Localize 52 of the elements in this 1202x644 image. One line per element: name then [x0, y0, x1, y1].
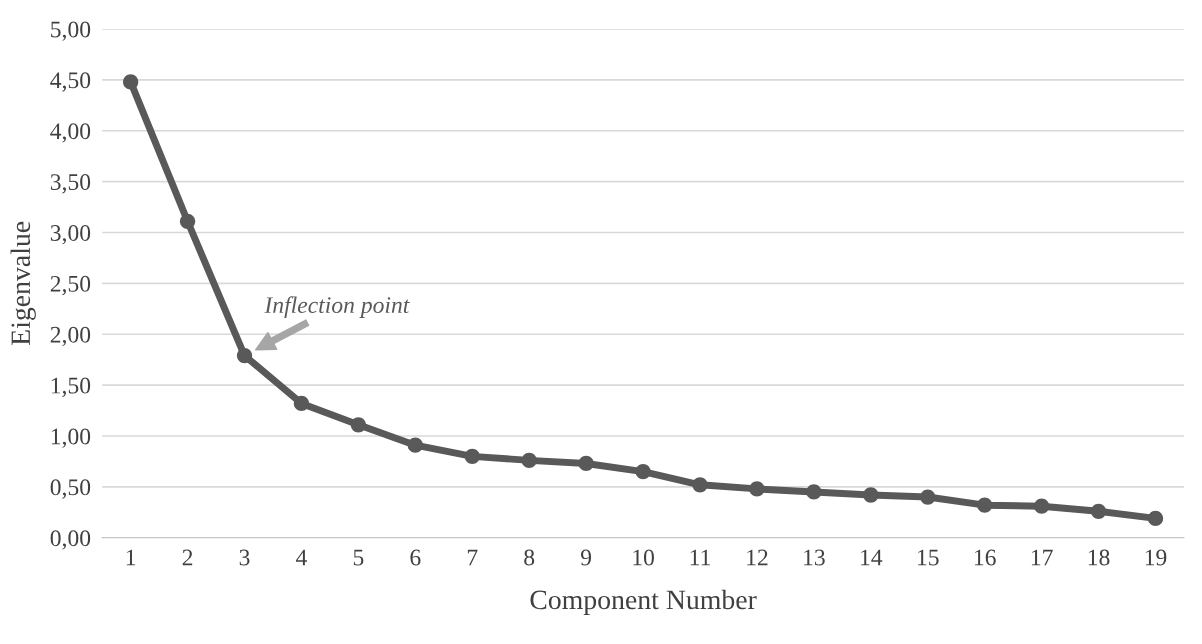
- x-tick-label: 6: [410, 549, 421, 566]
- x-tick-label: 9: [580, 549, 592, 566]
- point: [293, 395, 310, 412]
- point: [920, 489, 936, 505]
- x-tick-label: 5: [353, 549, 364, 566]
- x-tick-label: 18: [1088, 549, 1110, 566]
- x-tick-label: 11: [690, 549, 710, 566]
- x-tick-label: 13: [804, 549, 825, 566]
- x-tick-label: 1: [126, 549, 136, 566]
- y-tick-label: 3,50: [50, 174, 91, 194]
- point: [407, 437, 423, 453]
- point: [123, 74, 139, 90]
- annotation: Inflection point: [264, 296, 410, 318]
- y-tick-label: 5,00: [51, 21, 91, 41]
- y-tick-label: 3,00: [50, 224, 91, 245]
- x-tick-label: 8: [524, 549, 535, 566]
- point: [806, 484, 822, 500]
- point: [1090, 503, 1107, 519]
- point: [578, 455, 594, 472]
- y-tick-label: 0,00: [50, 530, 91, 550]
- x-tick-label: 14: [861, 549, 883, 566]
- x-tick-label: 12: [747, 549, 768, 566]
- y-axis-title: Eigenvalue: [10, 221, 36, 346]
- y-tick-label: 0,50: [50, 479, 91, 499]
- y-tick-label: 2,00: [50, 326, 91, 347]
- x-tick-label: 7: [467, 549, 478, 566]
- y-tick-label: 4,00: [50, 123, 91, 143]
- x-tick-label: 16: [974, 549, 996, 566]
- point: [350, 417, 367, 433]
- point: [635, 463, 651, 480]
- point: [692, 477, 708, 493]
- point: [1147, 510, 1164, 527]
- x-tick-label: 19: [1145, 549, 1167, 566]
- y-tick-label: 4,50: [50, 72, 91, 92]
- y-tick-label: 1,50: [51, 377, 91, 397]
- point: [464, 448, 480, 464]
- x-tick-label: 15: [918, 549, 939, 566]
- y-tick-label: 2,50: [50, 275, 91, 296]
- point: [977, 497, 993, 513]
- y-tick-label: 1,00: [51, 428, 91, 448]
- x-tick-label: 4: [296, 549, 307, 566]
- point: [749, 481, 765, 497]
- x-axis-title: Component Number: [530, 589, 757, 615]
- x-tick-label: 2: [182, 549, 193, 566]
- point: [1033, 498, 1050, 514]
- point: [236, 347, 253, 364]
- point: [521, 452, 537, 469]
- point: [179, 213, 196, 229]
- x-tick-label: 10: [633, 549, 654, 566]
- x-tick-label: 3: [239, 549, 250, 566]
- point: [863, 487, 879, 503]
- x-tick-label: 17: [1031, 549, 1053, 566]
